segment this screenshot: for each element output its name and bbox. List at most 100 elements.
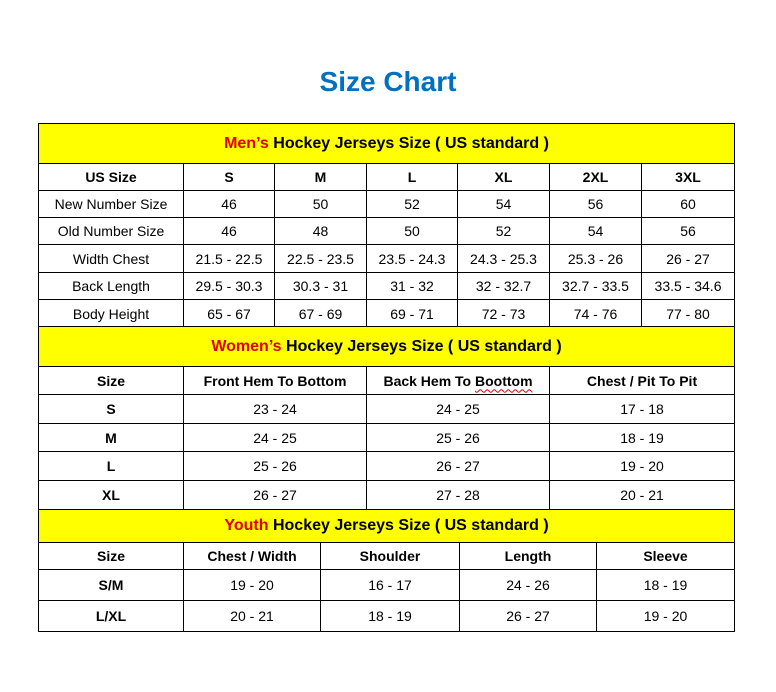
column-header-text: Chest / Width — [207, 548, 297, 564]
row-label: XL — [38, 480, 184, 510]
column-header-text: XL — [494, 169, 513, 185]
column-header: Size — [38, 542, 184, 570]
table-cell: 19 - 20 — [548, 451, 736, 481]
table-cell: 26 - 27 — [183, 480, 367, 510]
table-cell: 54 — [457, 190, 550, 218]
table-cell: 50 — [274, 190, 367, 218]
table-cell: 18 - 19 — [595, 569, 736, 601]
youth-size-table: Youth Hockey Jerseys Size ( US standard … — [37, 509, 736, 632]
table-cell: 23.5 - 24.3 — [366, 244, 458, 273]
table-cell: 56 — [640, 217, 736, 245]
table-cell: 24 - 26 — [459, 569, 597, 601]
column-header: Sleeve — [595, 542, 736, 570]
table-row: Back Length 29.5 - 30.3 30.3 - 31 31 - 32 32… — [38, 272, 736, 300]
column-header-text: 3XL — [675, 169, 701, 185]
table-cell: 24.3 - 25.3 — [457, 244, 550, 273]
row-label: Width Chest — [38, 244, 184, 273]
men-heading-text: Hockey Jerseys Size ( US standard ) — [268, 134, 549, 152]
column-header: Size — [38, 366, 184, 395]
women-heading-highlight: Women’s — [211, 337, 282, 355]
table-cell: 26 - 27 — [640, 244, 736, 273]
table-cell: 29.5 - 30.3 — [183, 272, 275, 300]
column-header-text: M — [314, 169, 327, 185]
column-header: S — [183, 163, 275, 191]
table-cell: 18 - 19 — [548, 423, 736, 452]
column-header-text: Length — [504, 548, 552, 564]
men-section-heading: Men’s Hockey Jerseys Size ( US standard … — [37, 123, 736, 164]
column-header: 2XL — [549, 163, 642, 191]
table-cell: 65 - 67 — [183, 299, 275, 328]
table-row: L 25 - 26 26 - 27 19 - 20 — [38, 451, 736, 481]
table-cell: 74 - 76 — [549, 299, 642, 328]
row-label: L/XL — [38, 600, 184, 632]
spellcheck-underline: Boottom — [475, 372, 533, 389]
table-cell: 16 - 17 — [320, 569, 460, 601]
row-label: S — [38, 394, 184, 424]
youth-heading-text: Hockey Jerseys Size ( US standard ) — [268, 517, 549, 534]
table-cell: 52 — [457, 217, 550, 245]
column-header: Shoulder — [320, 542, 460, 570]
table-cell: 56 — [549, 190, 642, 218]
table-cell: 17 - 18 — [548, 394, 736, 424]
men-size-table: Men’s Hockey Jerseys Size ( US standard … — [37, 123, 736, 328]
table-cell: 27 - 28 — [366, 480, 550, 510]
table-cell: 30.3 - 31 — [274, 272, 367, 300]
column-header-text: Front Hem To Bottom — [203, 372, 347, 389]
table-cell: 46 — [183, 190, 275, 218]
table-cell: 18 - 19 — [320, 600, 460, 632]
table-row: XL 26 - 27 27 - 28 20 - 21 — [38, 480, 736, 510]
men-heading-highlight: Men’s — [224, 134, 269, 152]
column-header-text: Sleeve — [643, 548, 688, 564]
row-label: L — [38, 451, 184, 481]
row-label: S/M — [38, 569, 184, 601]
table-cell: 25.3 - 26 — [549, 244, 642, 273]
table-cell: 46 — [183, 217, 275, 245]
column-header: Front Hem To Bottom — [183, 366, 367, 395]
column-header: Back Hem To Boottom — [366, 366, 550, 395]
column-header: Chest / Width — [183, 542, 321, 570]
table-cell: 54 — [549, 217, 642, 245]
column-header: L — [366, 163, 458, 191]
table-row: Old Number Size 46 48 50 52 54 56 — [38, 217, 736, 245]
column-header-text: Chest / Pit To Pit — [586, 372, 698, 389]
youth-header-row: Size Chest / Width Shoulder Length Sleeve — [38, 542, 736, 570]
table-cell: 33.5 - 34.6 — [640, 272, 736, 300]
table-cell: 19 - 20 — [595, 600, 736, 632]
table-cell: 19 - 20 — [183, 569, 321, 601]
column-header-text: L — [407, 169, 417, 185]
table-cell: 20 - 21 — [548, 480, 736, 510]
table-cell: 20 - 21 — [183, 600, 321, 632]
table-cell: 60 — [640, 190, 736, 218]
table-cell: 48 — [274, 217, 367, 245]
table-row: S/M 19 - 20 16 - 17 24 - 26 18 - 19 — [38, 569, 736, 601]
column-header: Length — [459, 542, 597, 570]
table-cell: 69 - 71 — [366, 299, 458, 328]
table-cell: 50 — [366, 217, 458, 245]
column-header-text: Size — [96, 372, 125, 389]
women-section-heading: Women’s Hockey Jerseys Size ( US standar… — [37, 326, 736, 367]
column-header-text: Size — [96, 548, 125, 564]
table-cell: 25 - 26 — [366, 423, 550, 452]
women-header-row: Size Front Hem To Bottom Back Hem To Boott… — [38, 366, 736, 395]
table-cell: 72 - 73 — [457, 299, 550, 328]
table-cell: 23 - 24 — [183, 394, 367, 424]
table-cell: 26 - 27 — [366, 451, 550, 481]
column-header-text: S — [224, 169, 234, 185]
table-row: M 24 - 25 25 - 26 18 - 19 — [38, 423, 736, 452]
youth-section-heading: Youth Hockey Jerseys Size ( US standard … — [37, 509, 736, 543]
column-header: M — [274, 163, 367, 191]
youth-heading-highlight: Youth — [224, 517, 269, 534]
table-cell: 67 - 69 — [274, 299, 367, 328]
column-header-text: Back Hem To Boottom — [383, 372, 533, 389]
row-label: Old Number Size — [38, 217, 184, 245]
page-title: Size Chart — [319, 66, 457, 97]
table-row: S 23 - 24 24 - 25 17 - 18 — [38, 394, 736, 424]
column-header-text: 2XL — [582, 169, 609, 185]
column-header: US Size — [38, 163, 184, 191]
table-row: L/XL 20 - 21 18 - 19 26 - 27 19 - 20 — [38, 600, 736, 632]
table-cell: 21.5 - 22.5 — [183, 244, 275, 273]
table-row: Body Height 65 - 67 67 - 69 69 - 71 72 - 73 7… — [38, 299, 736, 328]
table-cell: 25 - 26 — [183, 451, 367, 481]
table-row: Width Chest 21.5 - 22.5 22.5 - 23.5 23.5 - … — [38, 244, 736, 273]
column-header-text: Shoulder — [359, 548, 421, 564]
